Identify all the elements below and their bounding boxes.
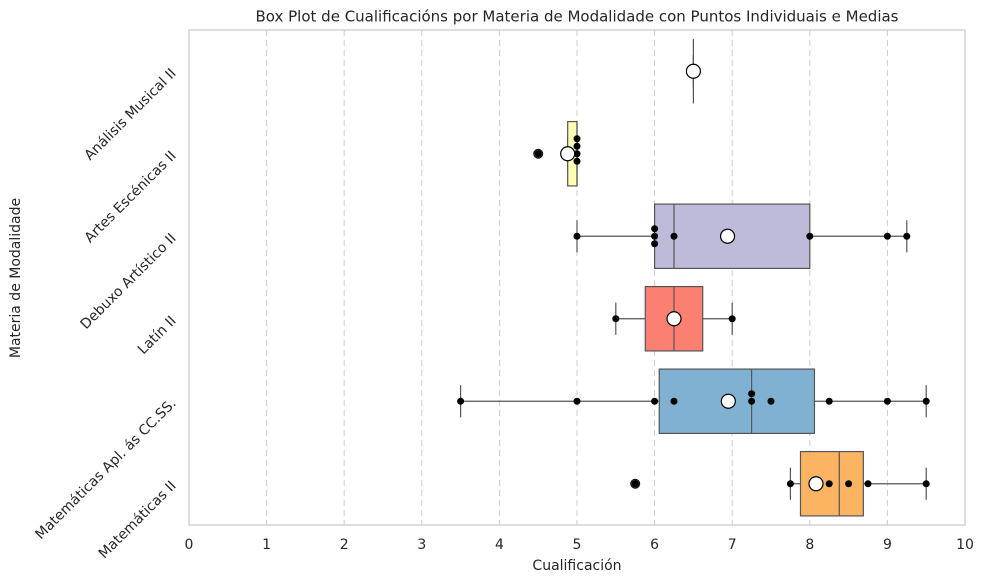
data-point [786, 480, 794, 488]
data-point [825, 397, 833, 405]
data-point [631, 480, 639, 488]
data-point [825, 480, 833, 488]
mean-marker [560, 146, 576, 162]
data-point [748, 397, 756, 405]
data-point [922, 397, 930, 405]
data-point [573, 232, 581, 240]
x-tick-label: 0 [185, 537, 194, 553]
data-point [922, 480, 930, 488]
data-point [748, 390, 756, 398]
data-point [573, 150, 581, 158]
data-point [806, 232, 814, 240]
y-tick-label: Análisis Musical II [82, 66, 180, 164]
data-point [864, 480, 872, 488]
data-point [573, 397, 581, 405]
x-tick-label: 2 [340, 537, 349, 553]
x-axis-label: Cualificación [532, 558, 621, 574]
mean-marker [720, 393, 736, 409]
data-point [651, 232, 659, 240]
x-tick-label: 1 [262, 537, 271, 553]
x-tick-label: 8 [805, 537, 814, 553]
data-point [651, 397, 659, 405]
mean-marker [808, 476, 824, 492]
data-point [573, 157, 581, 165]
data-point [883, 232, 891, 240]
data-point [903, 232, 911, 240]
x-tick-label: 5 [573, 537, 582, 553]
y-tick-label: Latín II [135, 313, 180, 358]
data-point [573, 135, 581, 143]
x-tick-label: 10 [956, 537, 974, 553]
box [658, 368, 816, 435]
data-point [573, 142, 581, 150]
y-tick-label: Matemáticas Apl. ás CC.SS. [32, 396, 179, 543]
x-tick-label: 7 [728, 537, 737, 553]
data-point [670, 232, 678, 240]
data-point [883, 397, 891, 405]
data-point [670, 397, 678, 405]
mean-marker [685, 63, 702, 79]
x-tick-label: 9 [883, 537, 892, 553]
chart-title: Box Plot de Cualificacións por Materia d… [255, 8, 898, 26]
mean-marker [719, 228, 736, 244]
data-point [457, 397, 465, 405]
data-point [651, 240, 659, 248]
x-tick-label: 6 [650, 537, 659, 553]
data-point [534, 150, 542, 158]
data-point [728, 315, 736, 323]
y-axis-label: Materia de Modalidade [8, 198, 24, 358]
y-tick-label: Matemáticas II [96, 478, 180, 562]
data-point [845, 480, 853, 488]
y-tick-label: Artes Escénicas II [82, 148, 180, 246]
x-tick-label: 4 [495, 537, 504, 553]
data-point [767, 397, 775, 405]
data-point [651, 225, 659, 233]
x-tick-label: 3 [417, 537, 426, 553]
mean-marker [666, 311, 682, 327]
data-point [612, 315, 620, 323]
